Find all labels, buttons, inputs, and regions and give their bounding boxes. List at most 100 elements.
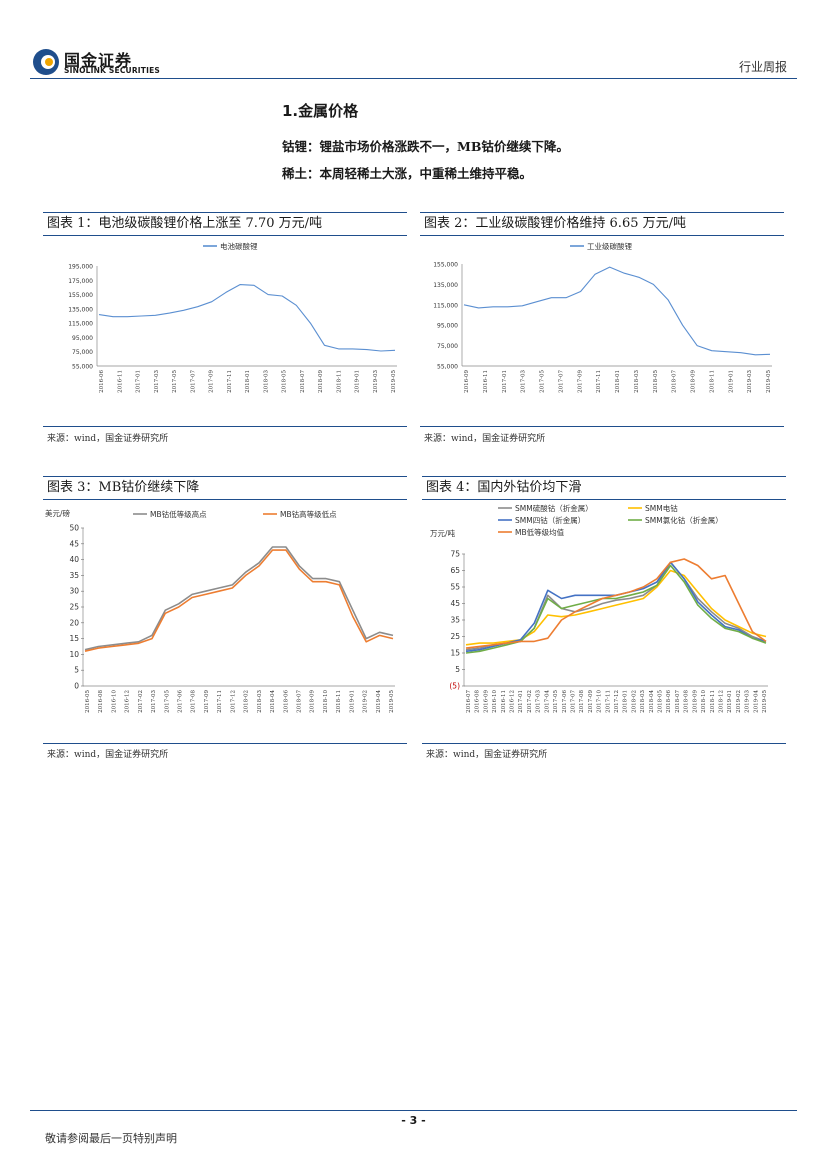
chart-source: 来源：wind，国金证券研究所 xyxy=(47,434,169,444)
chart-2-plot: 155,000 135,000 115,000 95,000 75,000 55,000 2… xyxy=(433,241,772,393)
y-tick-label: 65 xyxy=(450,566,460,575)
chart-divider xyxy=(43,743,407,744)
y-tick-label: 50 xyxy=(69,524,79,533)
y-tick-label: 40 xyxy=(69,555,79,564)
x-tick-label: 2018-07 xyxy=(296,690,302,713)
y-tick-label: 155,000 xyxy=(68,292,93,299)
y-tick-label: 10 xyxy=(69,650,79,659)
x-tick-label: 2017-03 xyxy=(536,690,542,713)
x-tick-label: 2017-12 xyxy=(230,690,236,713)
x-tick-label: 2018-09 xyxy=(691,370,697,393)
y-tick-label: 135,000 xyxy=(433,282,458,289)
y-tick-label: 25 xyxy=(69,603,79,612)
y-tick-label: 55,000 xyxy=(72,364,93,371)
x-tick-label: 2016-09 xyxy=(483,690,489,713)
chart-2: 图表 2：工业级碳酸锂价格维持 6.65 万元/吨 155,000 135,000… xyxy=(420,212,784,452)
series-line xyxy=(465,561,767,651)
y-tick-label: 155,000 xyxy=(433,262,458,269)
y-tick-label: 55,000 xyxy=(437,364,458,371)
disclaimer: 敬请参阅最后一页特别声明 xyxy=(45,1132,177,1145)
x-tick-label: 2019-04 xyxy=(376,690,382,713)
chart-4: 图表 4：国内外钴价均下滑 75 65 55 45 35 25 15 5 (5) 2016-07 2… xyxy=(422,476,786,766)
x-tick-label: 2016-11 xyxy=(117,370,123,393)
header-divider xyxy=(30,78,797,79)
x-tick-label: 2018-11 xyxy=(710,690,716,713)
x-tick-label: 2017-05 xyxy=(164,690,170,713)
x-tick-label: 2016-09 xyxy=(464,370,470,393)
legend-label: SMM电钴 xyxy=(645,503,678,513)
x-tick-label: 2017-03 xyxy=(151,690,157,713)
x-tick-label: 2016-05 xyxy=(85,690,91,713)
y-tick-label: 95,000 xyxy=(437,323,458,330)
footer-divider xyxy=(30,1110,797,1111)
x-tick-label: 2017-03 xyxy=(521,370,527,393)
logo-icon xyxy=(33,49,59,75)
y-tick-label: 195,000 xyxy=(68,264,93,271)
chart-divider xyxy=(420,426,784,427)
logo-cn: 国金证券 xyxy=(64,51,133,70)
y-tick-label: 115,000 xyxy=(68,321,93,328)
y-tick-label: 75,000 xyxy=(72,349,93,356)
y-tick-label: 135,000 xyxy=(68,306,93,313)
y-tick-label: 45 xyxy=(450,599,460,608)
x-tick-label: 2019-05 xyxy=(766,370,772,393)
x-tick-label: 2018-10 xyxy=(323,690,329,713)
series-line xyxy=(465,561,767,653)
legend-label: SMM硫酸钴（折金属） xyxy=(515,503,593,513)
x-tick-label: 2016-06 xyxy=(99,370,105,393)
y-tick-label: 35 xyxy=(450,616,460,625)
chart-title: 图表 2：工业级碳酸锂价格维持 6.65 万元/吨 xyxy=(420,212,784,236)
x-tick-label: 2018-11 xyxy=(709,370,715,393)
x-tick-label: 2018-06 xyxy=(283,690,289,713)
chart-1-plot: 195,000 175,000 155,000 135,000 115,000 95,00… xyxy=(68,241,397,393)
series-line xyxy=(465,564,767,654)
chart-title: 图表 1：电池级碳酸锂价格上涨至 7.70 万元/吨 xyxy=(43,212,407,236)
y-tick-label: 30 xyxy=(69,587,79,596)
series-line xyxy=(465,569,767,646)
y-tick-label: 75 xyxy=(450,550,460,559)
x-tick-label: 2016-12 xyxy=(125,690,131,713)
x-tick-label: 2019-02 xyxy=(363,690,369,713)
legend-label: SMM四钴（折金属） xyxy=(515,515,585,525)
x-tick-label: 2019-03 xyxy=(373,370,379,393)
x-tick-label: 2018-08 xyxy=(684,690,690,713)
x-tick-label: 2017-01 xyxy=(518,690,524,713)
chart-source: 来源：wind，国金证券研究所 xyxy=(426,750,548,760)
x-tick-label: 2018-07 xyxy=(300,370,306,393)
x-tick-label: 2019-05 xyxy=(391,370,397,393)
x-tick-label: 2019-05 xyxy=(762,690,768,713)
series-line xyxy=(84,546,394,651)
x-tick-label: 2018-05 xyxy=(658,690,664,713)
chart-title: 图表 4：国内外钴价均下滑 xyxy=(422,476,786,500)
chart-divider xyxy=(43,426,407,427)
x-tick-label: 2018-01 xyxy=(615,370,621,393)
y-axis-unit: 美元/磅 xyxy=(45,508,71,518)
x-tick-label: 2017-11 xyxy=(596,370,602,393)
legend-label: MB低等级均值 xyxy=(515,527,565,537)
page-number: - 3 - xyxy=(401,1114,426,1127)
y-tick-label: 115,000 xyxy=(433,302,458,309)
x-tick-label: 2017-01 xyxy=(502,370,508,393)
y-tick-label: 55 xyxy=(450,583,460,592)
x-tick-label: 2018-03 xyxy=(263,370,269,393)
chart-source: 来源：wind，国金证券研究所 xyxy=(424,434,546,444)
summary-cobalt-lithium: 钴锂：锂盐市场价格涨跌不一，MB钴价继续下降。 xyxy=(282,139,569,154)
summary-rare-earth: 稀土：本周轻稀土大涨，中重稀土维持平稳。 xyxy=(282,166,533,181)
x-tick-label: 2017-07 xyxy=(190,370,196,393)
chart-1: 图表 1：电池级碳酸锂价格上涨至 7.70 万元/吨 195,000 175,00… xyxy=(43,212,407,452)
x-tick-label: 2017-09 xyxy=(209,370,215,393)
y-tick-label: (5) xyxy=(449,682,460,691)
logo-en: SINOLINK SECURITIES xyxy=(64,66,161,75)
x-tick-label: 2017-05 xyxy=(172,370,178,393)
x-tick-label: 2017-07 xyxy=(570,690,576,713)
x-tick-label: 2019-01 xyxy=(728,370,734,393)
x-tick-label: 2018-04 xyxy=(270,690,276,713)
x-tick-label: 2018-07 xyxy=(672,370,678,393)
x-tick-label: 2017-05 xyxy=(553,690,559,713)
x-tick-label: 2018-09 xyxy=(318,370,324,393)
legend-label: 工业级碳酸锂 xyxy=(587,241,632,251)
x-tick-label: 2018-03 xyxy=(257,690,263,713)
x-tick-label: 2017-11 xyxy=(217,690,223,713)
